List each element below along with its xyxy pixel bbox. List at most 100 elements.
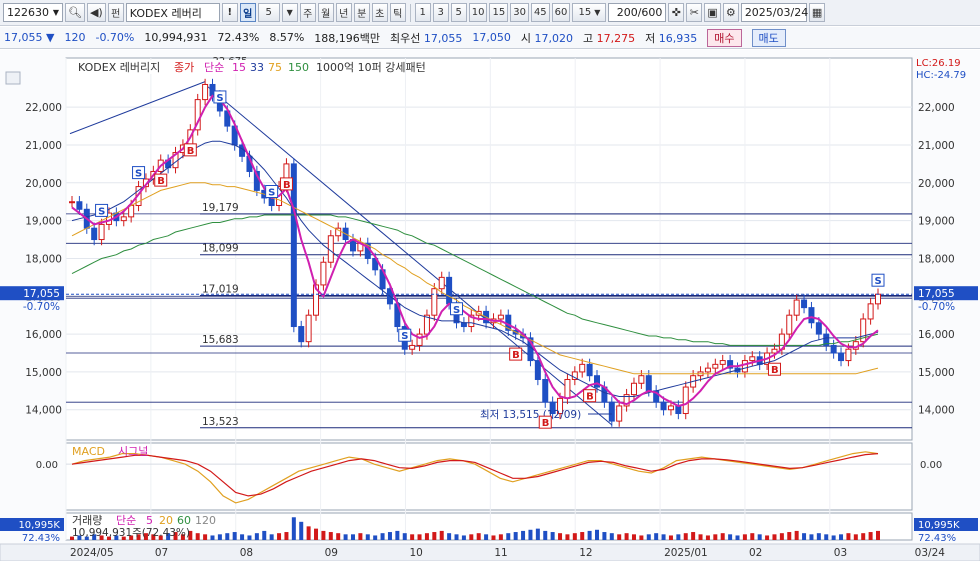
period-month[interactable]: 월 [317,3,334,22]
divider [409,3,411,22]
candle-body [91,227,98,241]
period-second[interactable]: 초 [371,3,388,22]
signal-marker-label: S [875,276,882,287]
period-value-field[interactable]: 5 [257,3,280,22]
volume-bar [454,534,459,540]
period-year[interactable]: 년 [335,3,352,22]
volume-bar [609,533,614,540]
legend-ma-type: 단순 [204,61,224,74]
volume-bar [402,533,407,540]
candle-body [675,405,682,415]
period-dropdown[interactable]: ▼ [281,3,298,22]
signal-marker [871,273,885,287]
alert-label: ! [227,7,233,18]
macd-pane [65,442,913,511]
current-price-left: 17,055 [23,288,60,300]
volume-ratio: 72.43% [217,31,260,44]
minute-10[interactable]: 10 [468,3,488,22]
volume-value-label: 10,994,931주(72.43%) [72,527,190,539]
high-price: 17,275 [596,31,636,45]
gear-icon[interactable]: ⚙ [722,3,739,22]
minute-60[interactable]: 60 [551,3,571,22]
volume-bar [617,534,622,540]
y-tick-label-right: 21,000 [918,140,955,152]
period-tick[interactable]: 틱 [389,3,406,22]
volume-bar [380,533,385,540]
minute-3[interactable]: 3 [432,3,449,22]
y-tick-label: 15,000 [25,367,62,379]
signal-marker [132,166,146,180]
volume-bar [336,533,341,540]
y-tick-label: 20,000 [25,178,62,190]
macd-tick-right: 0.00 [920,460,942,471]
date-field[interactable]: 2025/03/24 [740,3,809,22]
stock-name-field[interactable]: KODEX 레버리 [125,3,220,22]
level-label: 17,019 [202,284,239,296]
volume-bar [350,534,355,540]
candle-body [608,401,615,422]
period-day-label: 일 [243,9,253,20]
alert-button[interactable]: ! [221,3,238,22]
candle-body [564,378,571,399]
candle-body [76,201,83,210]
macd-tick: 0.00 [36,460,58,471]
candle-body [313,284,320,316]
volume-bar [291,517,296,540]
sell-button[interactable]: 매도 [751,28,786,47]
volume-bar [173,532,178,540]
dropdown-icon: ▼ [594,8,601,17]
search-icon[interactable]: 🔍︎ [65,3,85,22]
calendar-icon[interactable]: ▦ [808,3,826,22]
signal-marker-label: S [401,331,408,342]
volume-bar [247,535,252,540]
candle-body [830,344,837,354]
tools-icon[interactable]: ✂ [686,3,703,22]
signal-marker [213,90,227,104]
volume-bar [528,529,533,540]
x-tick-label: 02 [749,547,762,559]
y-tick-label-right: 14,000 [918,405,955,417]
volume-bar [84,536,89,540]
current-price-tag-right [914,286,978,301]
chart-type-button[interactable]: 펀 [107,3,124,22]
dropdown-icon: ▼ [52,8,59,17]
minute-select[interactable]: 15 ▼ [572,3,607,22]
save-icon[interactable]: ▣ [704,3,721,22]
volume-bar [558,533,563,540]
volume-tag-left [0,518,64,531]
minute-15[interactable]: 15 [489,3,509,22]
speaker-icon[interactable]: ◀) [86,3,106,22]
period-minute[interactable]: 분 [353,3,370,22]
volume-bar [299,521,304,540]
signal-marker [398,328,412,342]
volume-bar [683,533,688,540]
volume-bar [735,535,740,540]
candle-body [786,314,793,335]
chart-area[interactable]: 22,000 22,000 21,000 21,000 20,000 20,000 19,0… [0,50,980,562]
minute-5[interactable]: 5 [450,3,467,22]
count-field[interactable]: 200/600 [608,3,667,22]
volume-pct-left: 72.43% [22,533,60,544]
period-week[interactable]: 주 [299,3,316,22]
stock-code-input[interactable]: 122630 ▼ [3,3,63,22]
legend-pattern: 1000억 10퍼 강세패턴 [316,61,426,74]
ma5-line [71,94,879,408]
buy-button[interactable]: 매수 [707,28,742,47]
volume-bar [306,526,311,540]
candle-body [120,216,127,222]
volume-bar [720,533,725,540]
period-day-button[interactable]: 일 [239,3,256,22]
volume-bar [779,533,784,540]
period-minute-label: 분 [357,9,367,20]
minute-30[interactable]: 30 [510,3,529,22]
volume-bar [587,530,592,540]
minute-1[interactable]: 1 [414,3,431,22]
price-chart[interactable]: 22,000 22,000 21,000 21,000 20,000 20,000 19,0… [0,50,980,562]
minute-45[interactable]: 45 [530,3,550,22]
date-value: 2025/03/24 [744,6,809,19]
candle-body [534,360,541,380]
signal-marker-label: B [586,392,594,403]
crosshair-icon[interactable]: ✜ [668,3,685,22]
candle-body [815,322,822,335]
candle-body [712,363,719,369]
